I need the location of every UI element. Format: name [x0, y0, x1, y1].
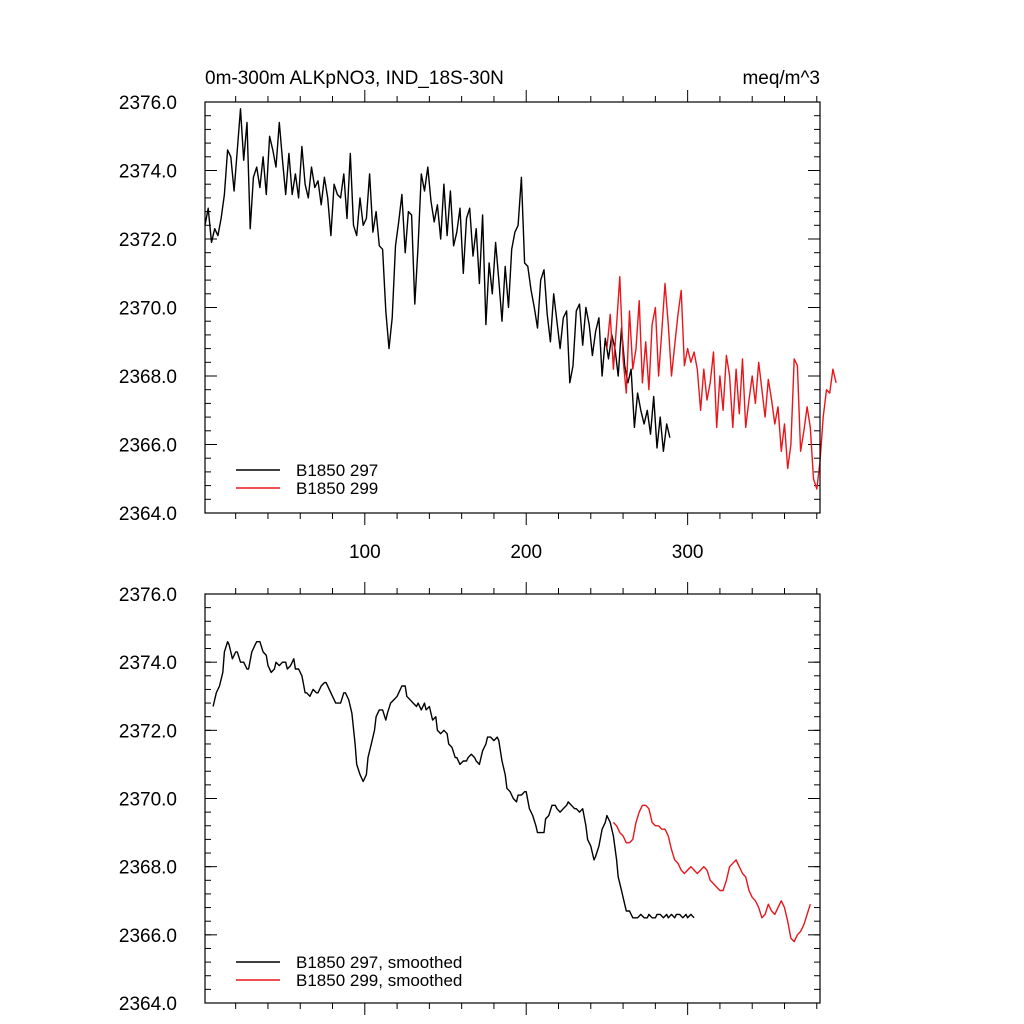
series-line-2 [612, 804, 811, 943]
y-tick-label: 2370.0 [119, 790, 177, 811]
y-tick-label: 2372.0 [119, 230, 177, 251]
y-tick-label: 2368.0 [119, 858, 177, 879]
y-tick-label: 2376.0 [119, 585, 177, 606]
bottom-panel-ticks: 2364.0 2366.0 2368.0 2370.0 2372.0 2374.0 2376… [119, 582, 820, 1015]
y-tick-label: 2366.0 [119, 436, 177, 457]
top-panel-ticks: 2364.0 2366.0 2368.0 2370.0 2372.0 2374.0 2376… [119, 90, 820, 563]
series-line-1 [212, 641, 695, 919]
top-panel-frame [204, 101, 821, 514]
y-tick-label: 2370.0 [119, 299, 177, 320]
series-line-1 [204, 108, 671, 452]
x-tick-label: 300 [672, 542, 704, 563]
legend-label-1: B1850 297, smoothed [296, 953, 462, 972]
top-panel: 0m-300m ALKpNO3, IND_18S-30N meq/m^3 236… [119, 68, 837, 563]
y-tick-label: 2374.0 [119, 162, 177, 183]
bottom-panel-frame [204, 593, 821, 1004]
top-panel-lines [204, 108, 837, 490]
legend-label-1: B1850 297 [296, 461, 378, 480]
bottom-panel-lines [212, 641, 811, 943]
bottom-panel: 2364.0 2366.0 2368.0 2370.0 2372.0 2374.0 2376… [119, 582, 821, 1015]
y-tick-label: 2376.0 [119, 93, 177, 114]
y-tick-label: 2374.0 [119, 653, 177, 674]
y-tick-label: 2364.0 [119, 994, 177, 1015]
x-tick-label: 200 [510, 542, 542, 563]
series-line-2 [606, 276, 837, 490]
chart-title: 0m-300m ALKpNO3, IND_18S-30N [205, 68, 504, 89]
y-tick-label: 2372.0 [119, 721, 177, 742]
y-tick-label: 2368.0 [119, 367, 177, 388]
y-tick-label: 2366.0 [119, 926, 177, 947]
legend-label-2: B1850 299, smoothed [296, 971, 462, 990]
y-tick-label: 2364.0 [119, 504, 177, 525]
legend-label-2: B1850 299 [296, 479, 378, 498]
x-tick-label: 100 [349, 542, 381, 563]
units-label: meq/m^3 [742, 68, 820, 89]
